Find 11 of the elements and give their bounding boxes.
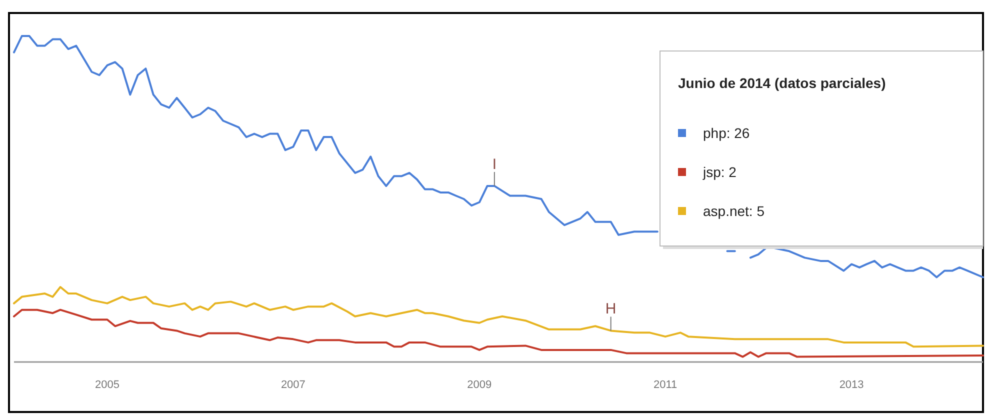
x-tick-label: 2009 (467, 379, 492, 391)
legend-label: jsp: 2 (702, 164, 737, 180)
annotation: I (492, 156, 497, 173)
x-tick-label: 2013 (839, 379, 864, 391)
legend-label: php: 26 (703, 125, 750, 141)
legend-title: Junio de 2014 (datos parciales) (678, 75, 886, 91)
x-tick-label: 2005 (94, 379, 120, 391)
x-tick-label: 2007 (280, 379, 306, 391)
x-tick-label: 2011 (654, 379, 678, 391)
annotation: H (605, 300, 616, 318)
legend-label: asp.net: 5 (703, 203, 765, 219)
